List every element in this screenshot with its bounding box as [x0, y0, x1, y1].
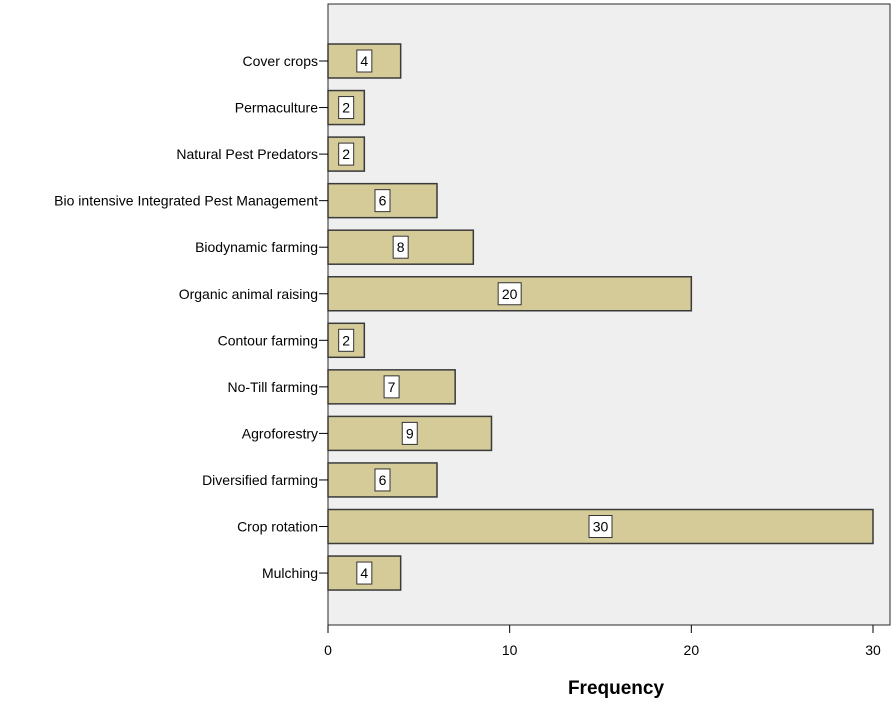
category-label-10: Crop rotation: [237, 519, 318, 535]
category-label-3: Bio intensive Integrated Pest Management: [54, 193, 318, 209]
data-label-10: 30: [593, 519, 609, 535]
data-label-box-4: [392, 235, 409, 259]
data-label-7: 7: [388, 379, 396, 395]
data-label-5: 20: [502, 286, 518, 302]
data-label-4: 8: [397, 239, 405, 255]
data-label-box-5: [497, 282, 522, 306]
axes-group: Cover crops Permaculture Natural Pest Pred…: [54, 53, 881, 658]
data-label-11: 4: [360, 565, 368, 581]
category-label-8: Agroforestry: [242, 425, 318, 441]
data-label-box-3: [374, 189, 391, 213]
x-tick-label-1: 10: [502, 642, 518, 658]
x-tick-label-0: 0: [324, 642, 332, 658]
data-label-1: 2: [342, 100, 350, 116]
category-label-2: Natural Pest Predators: [176, 146, 318, 162]
category-label-1: Permaculture: [235, 100, 318, 116]
data-label-2: 2: [342, 146, 350, 162]
x-tick-label-3: 30: [865, 642, 881, 658]
category-label-9: Diversified farming: [202, 472, 318, 488]
data-label-0: 4: [360, 53, 368, 69]
category-label-6: Contour farming: [218, 332, 318, 348]
data-label-box-2: [338, 142, 355, 166]
data-label-box-6: [338, 328, 355, 352]
data-label-box-8: [401, 421, 418, 445]
data-label-box-9: [374, 468, 391, 492]
category-label-4: Biodynamic farming: [195, 239, 318, 255]
x-tick-label-2: 20: [684, 642, 700, 658]
data-label-3: 6: [379, 193, 387, 209]
data-label-6: 2: [342, 332, 350, 348]
data-label-box-7: [383, 375, 400, 399]
category-label-11: Mulching: [262, 565, 318, 581]
data-label-9: 6: [379, 472, 387, 488]
data-label-box-0: [356, 49, 373, 73]
category-label-0: Cover crops: [243, 53, 318, 69]
data-label-box-10: [588, 515, 613, 538]
category-label-7: No-Till farming: [228, 379, 319, 395]
data-label-8: 9: [406, 425, 414, 441]
data-label-box-11: [356, 561, 373, 585]
x-axis-title: Frequency: [568, 678, 665, 699]
category-label-5: Organic animal raising: [179, 286, 318, 302]
data-label-box-1: [338, 96, 355, 120]
